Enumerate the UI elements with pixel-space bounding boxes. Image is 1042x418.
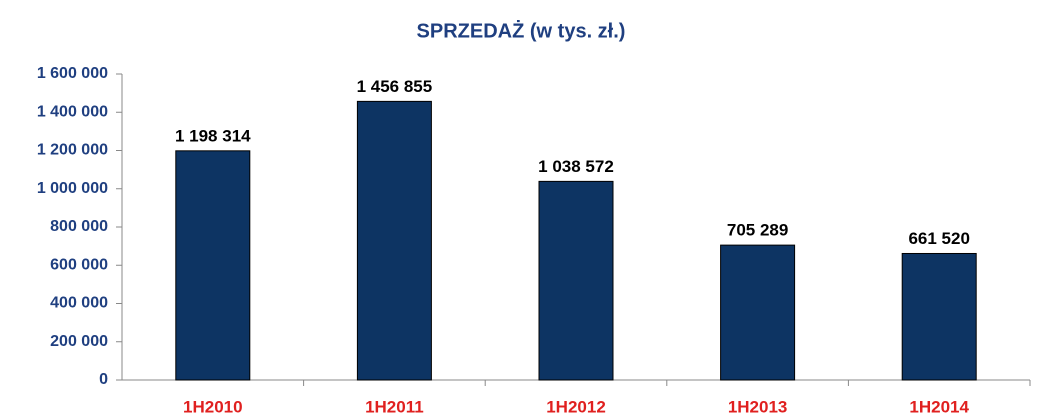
y-tick-label: 600 000 (50, 256, 108, 273)
value-label: 705 289 (727, 221, 788, 240)
bar (901, 252, 977, 381)
bar (538, 180, 614, 381)
x-tick-label: 1H2010 (183, 397, 243, 416)
value-label: 1 456 855 (357, 77, 433, 96)
x-tick-label: 1H2011 (365, 397, 424, 416)
x-tick-label: 1H2012 (546, 397, 606, 416)
value-label: 1 198 314 (175, 126, 251, 145)
y-tick-label: 200 000 (50, 333, 108, 350)
y-tick-label: 800 000 (50, 218, 108, 235)
x-tick-label: 1H2013 (728, 397, 788, 416)
y-tick-label: 1 600 000 (37, 65, 108, 82)
x-tick-label: 1H2014 (909, 397, 969, 416)
chart-title: SPRZEDAŻ (w tys. zł.) (417, 19, 626, 42)
y-tick-label: 0 (99, 371, 108, 388)
bar (356, 100, 432, 381)
y-tick-label: 1 200 000 (37, 142, 108, 159)
y-tick-label: 1 400 000 (37, 103, 108, 120)
value-label: 1 038 572 (538, 157, 614, 176)
bar (175, 150, 251, 381)
bar (720, 244, 796, 381)
y-tick-label: 1 000 000 (37, 180, 108, 197)
value-label: 661 520 (908, 229, 969, 248)
y-tick-label: 400 000 (50, 295, 108, 312)
